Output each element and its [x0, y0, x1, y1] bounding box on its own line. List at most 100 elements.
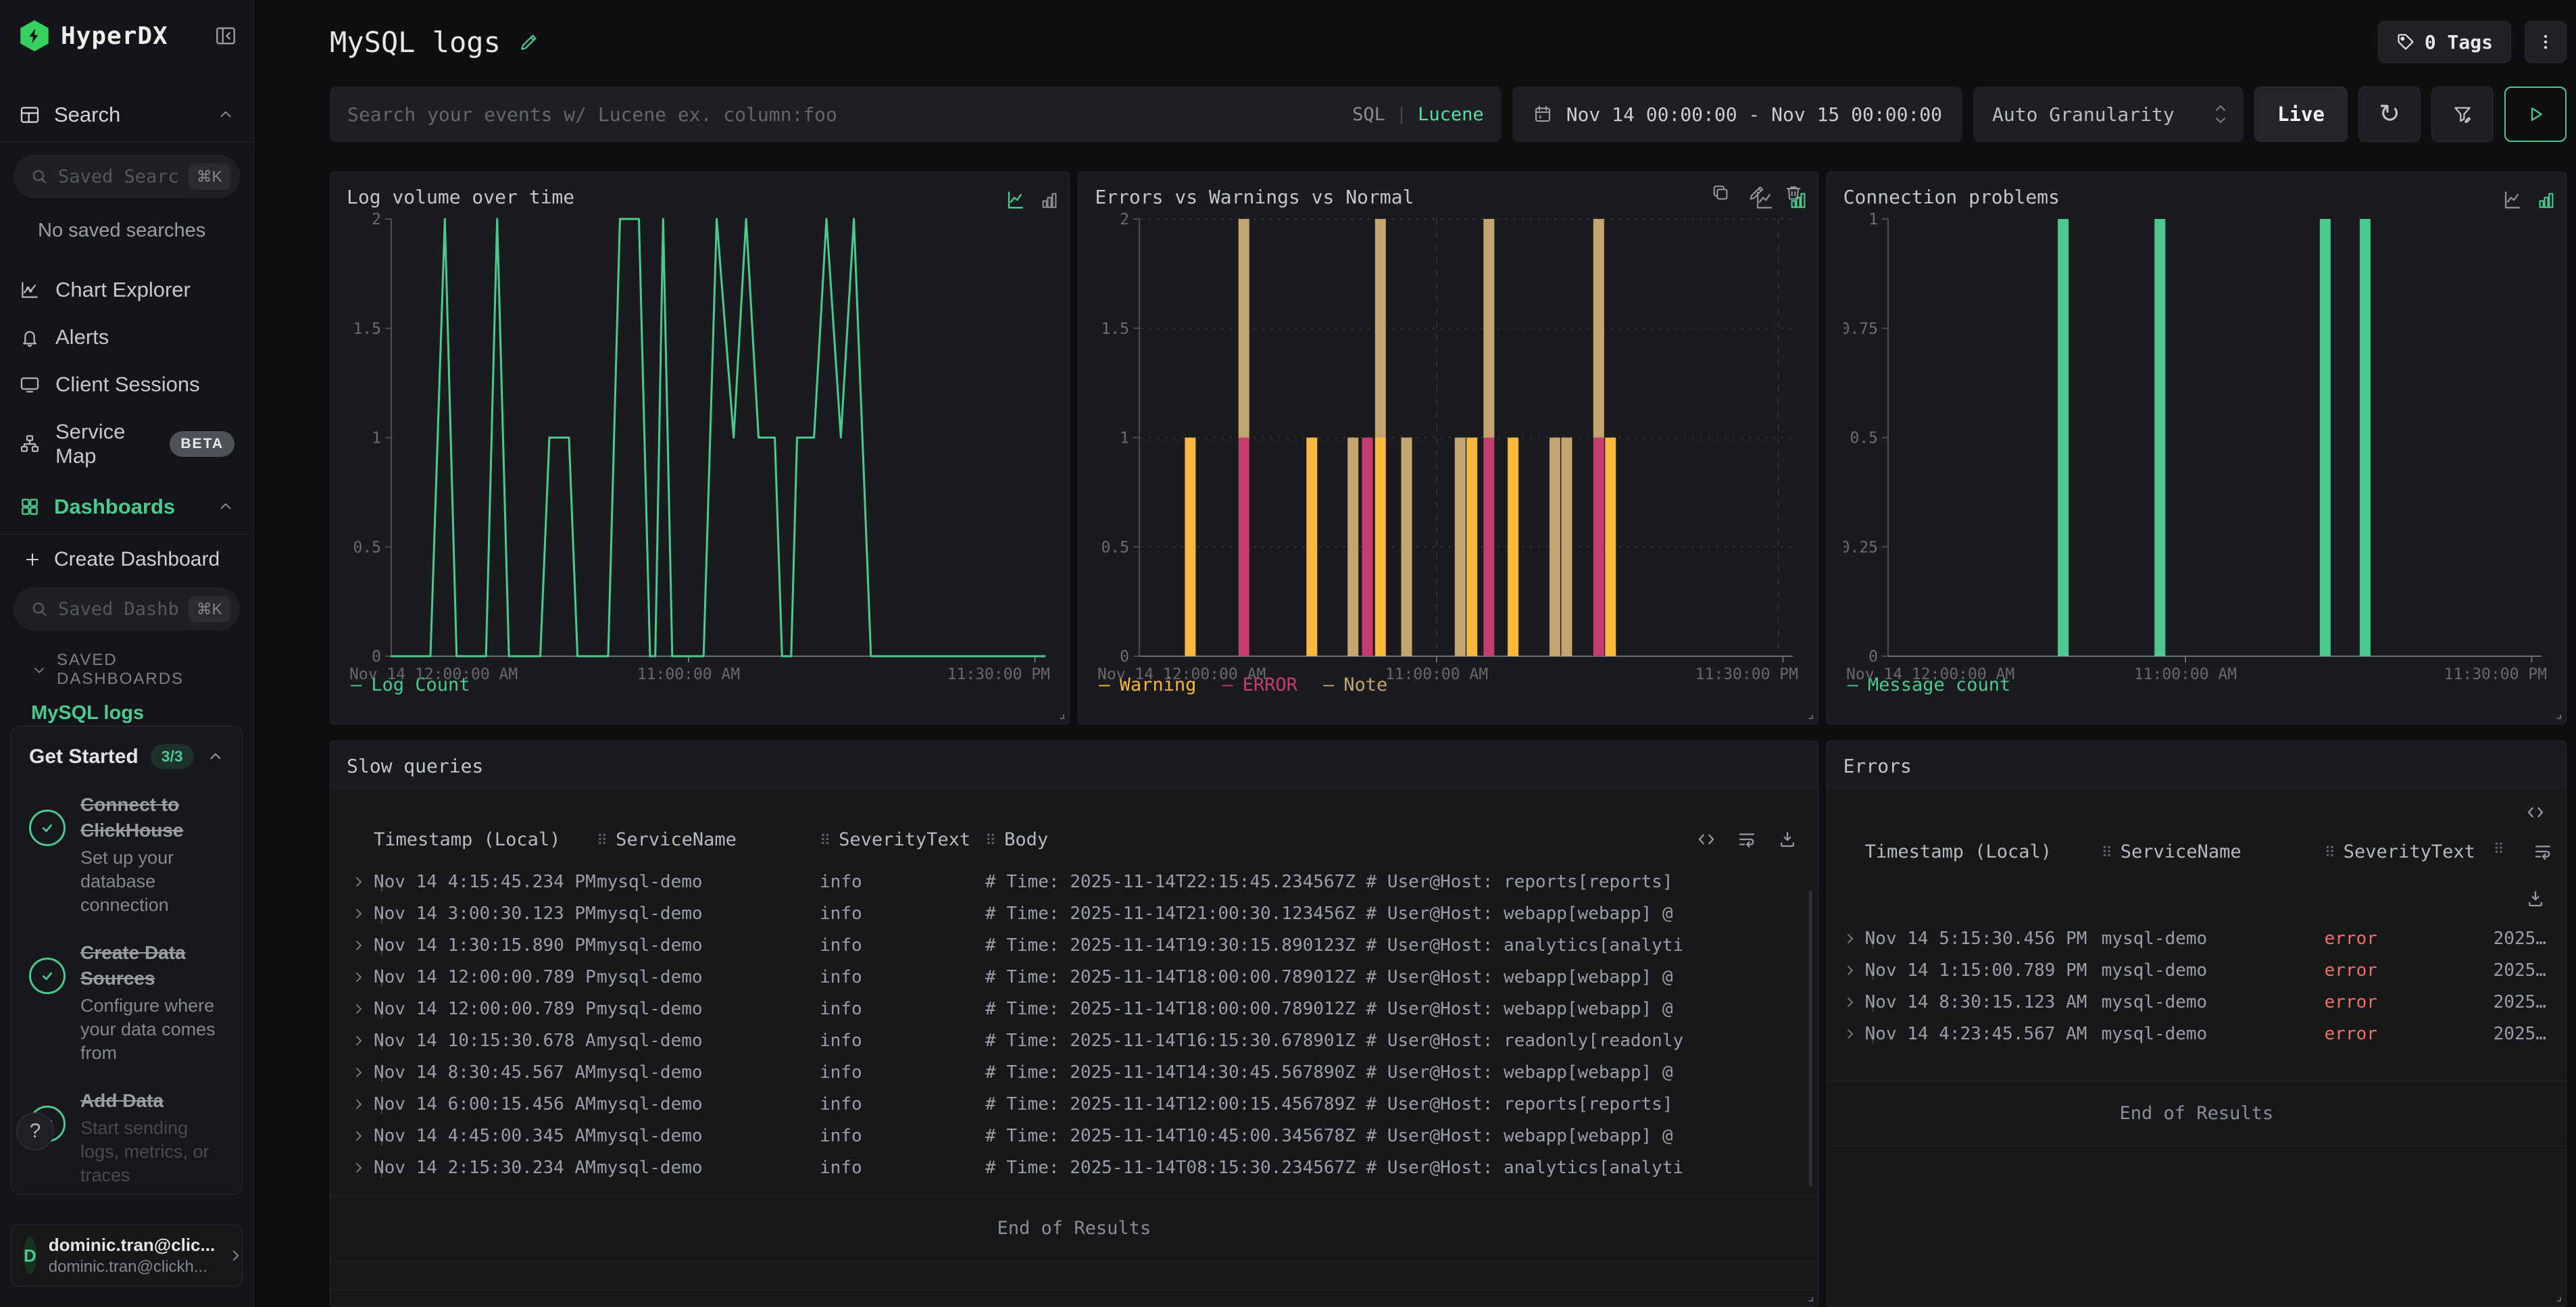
table-row[interactable]: | Nov 14 8:30:45.567 AM mysql-demo info … — [330, 1056, 1818, 1088]
vertical-scrollbar[interactable] — [1808, 890, 1812, 1187]
expand-row-icon[interactable] — [1842, 962, 1858, 979]
sidebar-item-chart-explorer[interactable]: Chart Explorer — [0, 266, 253, 314]
resize-handle-icon[interactable] — [1803, 1291, 1814, 1302]
resize-handle-icon[interactable] — [1803, 709, 1814, 720]
column-header-servicename[interactable]: ⠿ ServiceName — [2101, 841, 2241, 862]
edit-panel-icon[interactable] — [1748, 183, 1766, 202]
download-results-icon[interactable] — [2525, 889, 2546, 909]
drag-handle-icon[interactable]: ⠿ — [597, 832, 608, 849]
expand-row-icon[interactable] — [351, 1128, 367, 1144]
live-button[interactable]: Live — [2254, 87, 2348, 142]
get-started-item[interactable]: Add Data Start sending logs, metrics, or… — [29, 1088, 224, 1187]
line-view-toggle-icon[interactable] — [2501, 189, 2524, 212]
download-results-icon[interactable] — [1777, 829, 1798, 849]
dashboard-menu-button[interactable] — [2525, 21, 2567, 63]
bar-view-toggle-icon[interactable] — [2536, 190, 2556, 210]
column-header-timestamp[interactable]: Timestamp (Local) — [1864, 841, 2052, 862]
table-row[interactable]: | Nov 14 5:15:30.456 PM mysql-demo error… — [1827, 922, 2566, 954]
sidebar-item-service-map[interactable]: Service Map BETA — [0, 408, 253, 480]
duplicate-panel-icon[interactable] — [1711, 183, 1730, 202]
get-started-item[interactable]: Connect to ClickHouse Set up your databa… — [29, 792, 224, 917]
legend-item[interactable]: — Note — [1323, 674, 1387, 695]
filter-button[interactable] — [2431, 87, 2494, 142]
edit-title-pencil-icon[interactable] — [518, 31, 540, 53]
table-row[interactable]: | Nov 14 1:15:00.789 PM mysql-demo error… — [1827, 954, 2566, 986]
expand-row-icon[interactable] — [351, 937, 367, 954]
table-row[interactable]: | Nov 14 12:00:00.789 PM mysql-demo info… — [330, 961, 1818, 993]
expand-row-icon[interactable] — [351, 906, 367, 922]
chart-errors-vs-warnings[interactable]: 0 0.5 1 1.5 2 Nov 14 12:00:00 AM 11:00:00 AM 11… — [1095, 212, 1801, 683]
column-header-timestamp[interactable]: Timestamp (Local) — [374, 829, 561, 850]
column-header-body[interactable]: ⠿ Body — [985, 829, 1049, 850]
user-menu[interactable]: D dominic.tran@clic... dominic.tran@clic… — [11, 1225, 243, 1287]
sidebar-collapse-icon[interactable] — [214, 24, 237, 47]
get-started-item[interactable]: Create Data Sources Configure where your… — [29, 940, 224, 1065]
sidebar-group-saved-dashboards[interactable]: SAVED DASHBOARDS — [0, 636, 253, 694]
table-row[interactable]: | Nov 14 10:15:30.678 AM mysql-demo info… — [330, 1025, 1818, 1056]
table-row[interactable]: | Nov 14 4:23:45.567 AM mysql-demo error… — [1827, 1018, 2566, 1050]
drag-handle-icon[interactable]: ⠿ — [2493, 841, 2504, 858]
table-row[interactable]: | Nov 14 12:00:00.789 PM mysql-demo info… — [330, 993, 1818, 1025]
wrap-lines-icon[interactable] — [2533, 841, 2553, 862]
view-sql-icon[interactable] — [1696, 829, 1716, 849]
column-header-severitytext[interactable]: ⠿ SeverityText — [2324, 841, 2475, 862]
wrap-lines-icon[interactable] — [1737, 829, 1757, 849]
expand-row-icon[interactable] — [351, 1096, 367, 1112]
column-header-severitytext[interactable]: ⠿ SeverityText — [820, 829, 971, 850]
drag-handle-icon[interactable]: ⠿ — [820, 832, 831, 849]
sidebar-item-alerts[interactable]: Alerts — [0, 314, 253, 361]
line-view-toggle-icon[interactable] — [1753, 189, 1776, 212]
expand-row-icon[interactable] — [351, 1064, 367, 1081]
drag-handle-icon[interactable]: ⠿ — [2324, 844, 2335, 862]
sql-toggle[interactable]: SQL — [1352, 103, 1385, 125]
table-row[interactable]: | Nov 14 4:15:45.234 PM mysql-demo info … — [330, 866, 1818, 897]
delete-panel-icon[interactable] — [1784, 183, 1803, 202]
granularity-select[interactable]: Auto Granularity — [1973, 87, 2244, 142]
time-range-picker[interactable]: Nov 14 00:00:00 - Nov 15 00:00:00 — [1512, 87, 1962, 142]
expand-row-icon[interactable] — [351, 1001, 367, 1017]
saved-searches-input[interactable] — [58, 166, 179, 187]
legend-item[interactable]: — Message count — [1848, 674, 2011, 695]
view-sql-icon[interactable] — [2525, 802, 2546, 822]
drag-handle-icon[interactable]: ⠿ — [2101, 844, 2112, 862]
sidebar-item-client-sessions[interactable]: Client Sessions — [0, 361, 253, 408]
resize-handle-icon[interactable] — [2551, 709, 2562, 720]
saved-dashboards-input[interactable] — [58, 598, 179, 620]
legend-item[interactable]: — Warning — [1099, 674, 1196, 695]
expand-row-icon[interactable] — [1842, 1026, 1858, 1042]
table-row[interactable]: | Nov 14 1:30:15.890 PM mysql-demo info … — [330, 929, 1818, 961]
tags-button[interactable]: 0 Tags — [2377, 21, 2511, 63]
refresh-button[interactable]: ↻ — [2358, 87, 2421, 142]
event-search-input[interactable] — [347, 103, 1353, 126]
sidebar-dashboard-mysql-logs[interactable]: MySQL logs — [31, 702, 145, 724]
chart-connection-problems[interactable]: 0 0.25 0.5 0.75 1 Nov 14 12:00:00 AM 11:00:00 … — [1843, 212, 2550, 683]
table-row[interactable]: | Nov 14 4:45:00.345 AM mysql-demo info … — [330, 1120, 1818, 1152]
table-row[interactable]: | Nov 14 3:00:30.123 PM mysql-demo info … — [330, 897, 1818, 929]
expand-row-icon[interactable] — [1842, 994, 1858, 1010]
sidebar-section-search[interactable]: Search — [0, 88, 253, 142]
bar-view-toggle-icon[interactable] — [1788, 190, 1808, 210]
lucene-toggle[interactable]: Lucene — [1418, 103, 1484, 125]
help-button[interactable]: ? — [16, 1112, 54, 1150]
table-row[interactable]: | Nov 14 2:15:30.234 AM mysql-demo info … — [330, 1152, 1818, 1183]
legend-item[interactable]: — ERROR — [1222, 674, 1297, 695]
table-row[interactable]: | Nov 14 6:00:15.456 AM mysql-demo info … — [330, 1088, 1818, 1120]
legend-item[interactable]: — Log Count — [351, 674, 470, 695]
horizontal-scrollbar[interactable] — [330, 1289, 1818, 1290]
resize-handle-icon[interactable] — [1054, 709, 1065, 720]
expand-row-icon[interactable] — [351, 1160, 367, 1176]
resize-handle-icon[interactable] — [2551, 1291, 2562, 1302]
chevron-up-icon[interactable] — [207, 748, 224, 766]
expand-row-icon[interactable] — [351, 1033, 367, 1049]
create-dashboard-button[interactable]: Create Dashboard — [0, 535, 253, 575]
chart-log-volume[interactable]: 0 0.5 1 1.5 2 Nov 14 12:00:00 AM 11:00:00 AM 11… — [347, 212, 1053, 683]
line-view-toggle-icon[interactable] — [1004, 189, 1027, 212]
sidebar-section-dashboards[interactable]: Dashboards — [0, 480, 253, 534]
expand-row-icon[interactable] — [351, 969, 367, 985]
bar-view-toggle-icon[interactable] — [1039, 190, 1060, 210]
expand-row-icon[interactable] — [1842, 931, 1858, 947]
column-header-servicename[interactable]: ⠿ ServiceName — [597, 829, 737, 850]
drag-handle-icon[interactable]: ⠿ — [985, 832, 997, 849]
table-row[interactable]: | Nov 14 8:30:15.123 AM mysql-demo error… — [1827, 986, 2566, 1018]
expand-row-icon[interactable] — [351, 874, 367, 890]
